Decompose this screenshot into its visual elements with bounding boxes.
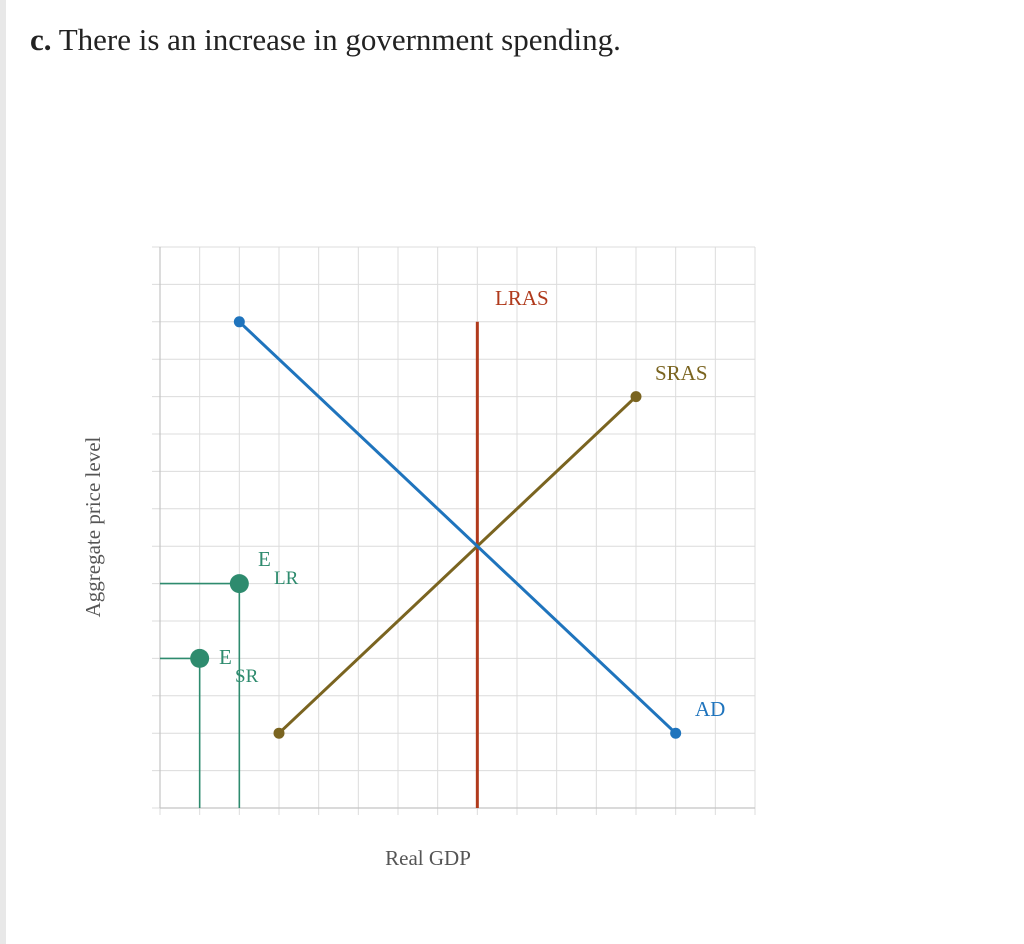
- chart-marks[interactable]: [190, 316, 682, 739]
- ad-endpoint-handle[interactable]: [233, 316, 245, 328]
- x-axis-title: Real GDP: [385, 846, 471, 870]
- e-lr-point[interactable]: [229, 574, 249, 594]
- y-axis-title: Aggregate price level: [81, 436, 105, 617]
- chart-grid: [152, 246, 756, 815]
- question-title: c. There is an increase in government sp…: [30, 22, 621, 58]
- ad-curve: [238, 320, 677, 735]
- lras-label: LRAS: [495, 286, 549, 310]
- sras-label: SRAS: [655, 361, 708, 385]
- e-sr-subscript: SR: [235, 666, 259, 687]
- question-text: There is an increase in government spend…: [58, 22, 621, 57]
- chart-lines: [160, 320, 677, 808]
- e-lr-label: E: [258, 547, 271, 571]
- ad-endpoint-handle[interactable]: [670, 727, 682, 739]
- e-sr-label: E: [219, 645, 232, 669]
- sras-endpoint-handle[interactable]: [630, 391, 642, 403]
- ad-label: AD: [695, 697, 725, 721]
- e-sr-point[interactable]: [190, 648, 210, 668]
- question-letter: c.: [30, 22, 52, 57]
- e-lr-subscript: LR: [274, 568, 299, 589]
- sras-endpoint-handle[interactable]: [273, 727, 285, 739]
- sras-curve: [277, 395, 638, 735]
- page-edge: [0, 0, 6, 944]
